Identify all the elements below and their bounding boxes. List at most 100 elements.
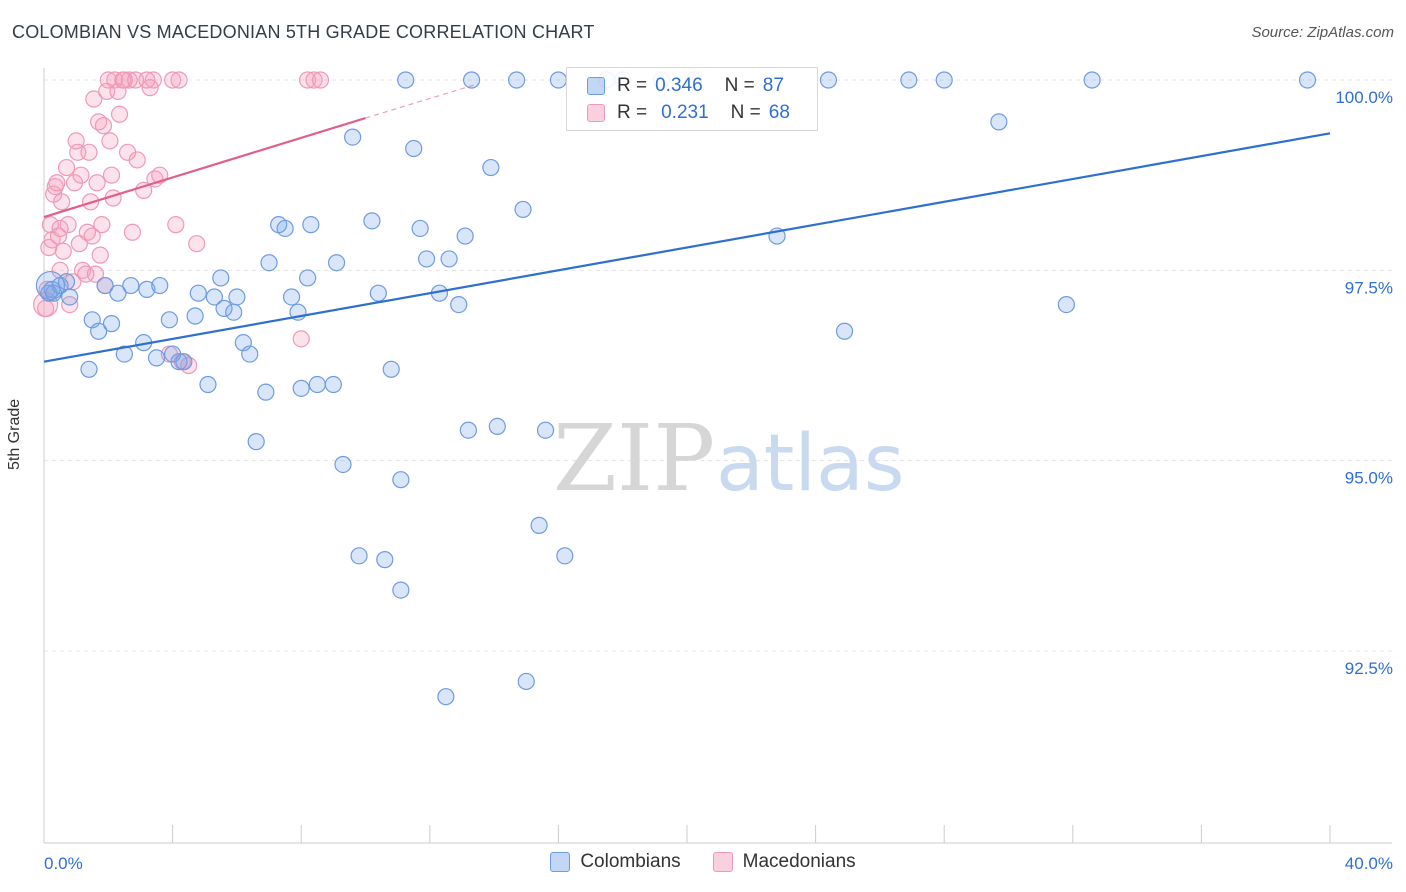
colombians-point (397, 71, 415, 89)
macedonians-point (164, 71, 182, 89)
legend-swatch-blue (550, 852, 571, 872)
colombians-point (1298, 71, 1317, 89)
macedonians-point (91, 246, 109, 264)
colombians-point (556, 547, 574, 565)
y-tick-label: 100.0% (1335, 88, 1393, 107)
legend-label-colombians: Colombians (580, 851, 681, 872)
macedonians-point (94, 117, 113, 135)
colombians-point (536, 421, 555, 439)
watermark: ZIP atlas (553, 405, 905, 512)
colombians-point (186, 307, 204, 325)
colombians-point (900, 71, 918, 89)
colombians-point (151, 276, 169, 295)
macedonians-point (188, 235, 206, 253)
colombians-point (225, 303, 243, 321)
macedonians-point (88, 174, 106, 192)
legend-swatch-pink (712, 852, 733, 872)
colombians-point (517, 672, 535, 691)
colombians-point (276, 219, 294, 238)
macedonians-point (86, 265, 105, 283)
y-tick-label: 92.5% (1345, 659, 1393, 678)
macedonians-point (57, 158, 76, 177)
colombians-point (456, 227, 474, 245)
colombians-point (363, 212, 381, 230)
macedonians-point (85, 90, 103, 108)
colombians-point (459, 421, 477, 439)
watermark-zip: ZIP (553, 405, 715, 512)
colombians-point (990, 113, 1008, 131)
legend-r-value: 0.231 (661, 102, 709, 123)
grid-lines (44, 79, 1392, 652)
colombians-point (382, 360, 400, 378)
watermark-atlas: atlas (716, 419, 905, 509)
colombians-point (205, 288, 223, 306)
colombians-point (212, 269, 230, 287)
colombians-point (90, 322, 108, 340)
macedonians-point (311, 71, 330, 89)
colombians-point (102, 315, 121, 333)
macedonians-point (299, 71, 317, 89)
macedonians-point (80, 143, 98, 161)
colombians-point (440, 250, 458, 268)
colombians-point (35, 270, 66, 301)
colombians-point (450, 295, 468, 314)
trend-lines (43, 83, 1331, 363)
macedonians-point (138, 71, 156, 89)
colombians-point (935, 71, 953, 89)
macedonians-point (77, 265, 95, 283)
colombians-point (1057, 295, 1075, 314)
colombians-point (175, 353, 193, 371)
colombians-point (228, 288, 246, 306)
colombians-point (260, 254, 278, 272)
axes (43, 68, 1392, 844)
colombians-point (369, 284, 387, 302)
legend-item-macedonians[interactable]: Macedonians (712, 851, 856, 873)
macedonians-point (48, 174, 66, 192)
colombians-point (147, 349, 166, 367)
colombians-point (392, 581, 410, 599)
colombians-points (35, 71, 1317, 706)
macedonians-point (170, 71, 188, 89)
colombians-point (392, 471, 410, 489)
x-tick-label: 40.0% (1345, 854, 1393, 873)
colombians-point (109, 284, 127, 302)
colombians-point (405, 139, 423, 158)
colombians-point (115, 345, 133, 363)
colombians-trend-line (43, 132, 1331, 363)
macedonians-point (144, 71, 162, 89)
macedonians-point (114, 71, 132, 89)
y-tick-label: 97.5% (1345, 278, 1393, 297)
colombians-point (344, 128, 362, 146)
legend-r-label: R = (617, 75, 648, 96)
colombians-point (324, 375, 342, 394)
macedonians-point (128, 151, 146, 169)
legend-swatch-pink (587, 104, 605, 122)
colombians-point (514, 200, 532, 219)
legend-n-value: 68 (768, 102, 790, 123)
macedonians-point (59, 216, 77, 234)
colombians-point (308, 375, 326, 394)
macedonians-point (101, 132, 119, 150)
colombians-point (282, 288, 301, 306)
colombians-point (257, 383, 275, 401)
y-tick-label: 95.0% (1345, 469, 1393, 488)
macedonians-point (83, 227, 101, 245)
colombians-point (334, 455, 352, 474)
colombians-point (488, 417, 506, 436)
colombians-point (327, 254, 346, 272)
legend-item-colombians[interactable]: Colombians (550, 851, 681, 873)
colombians-point (122, 276, 140, 295)
macedonians-point (51, 219, 69, 238)
colombians-point (189, 284, 207, 302)
colombians-point (138, 280, 156, 298)
colombians-point (835, 322, 854, 340)
macedonians-trend-line (43, 117, 366, 219)
legend-label-macedonians: Macedonians (742, 851, 856, 872)
macedonians-point (305, 71, 323, 89)
colombians-point (80, 360, 98, 378)
colombians-point (530, 516, 548, 534)
colombians-point (160, 311, 178, 329)
legend-row-colombians: R = 0.346 N = 87 (587, 74, 784, 98)
colombians-point (170, 353, 188, 371)
series-legend: Colombians Macedonians (0, 851, 1406, 873)
